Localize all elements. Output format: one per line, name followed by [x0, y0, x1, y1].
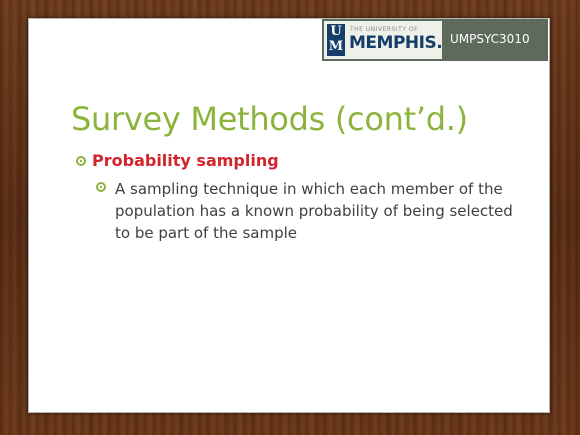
- logo-subtitle: THE UNIVERSITY OF: [350, 26, 419, 33]
- slide: U M THE UNIVERSITY OF MEMPHIS. UMPSYC301…: [28, 18, 550, 413]
- sub-bullet-text: A sampling technique in which each membe…: [115, 180, 513, 242]
- logo-name: MEMPHIS.: [349, 33, 443, 53]
- university-logo: U M THE UNIVERSITY OF MEMPHIS.: [324, 21, 443, 59]
- course-code: UMPSYC3010: [450, 32, 530, 46]
- bullet-item: Probability sampling: [76, 151, 279, 170]
- header-logo-bar: U M THE UNIVERSITY OF MEMPHIS. UMPSYC301…: [322, 19, 548, 61]
- um-monogram: U M: [327, 24, 345, 56]
- flower-bullet-icon: [76, 155, 86, 166]
- flower-bullet-icon: [96, 182, 106, 192]
- slide-title: Survey Methods (cont’d.): [71, 100, 468, 138]
- bullet-heading: Probability sampling: [92, 151, 279, 170]
- sub-bullet-item: A sampling technique in which each membe…: [96, 178, 526, 244]
